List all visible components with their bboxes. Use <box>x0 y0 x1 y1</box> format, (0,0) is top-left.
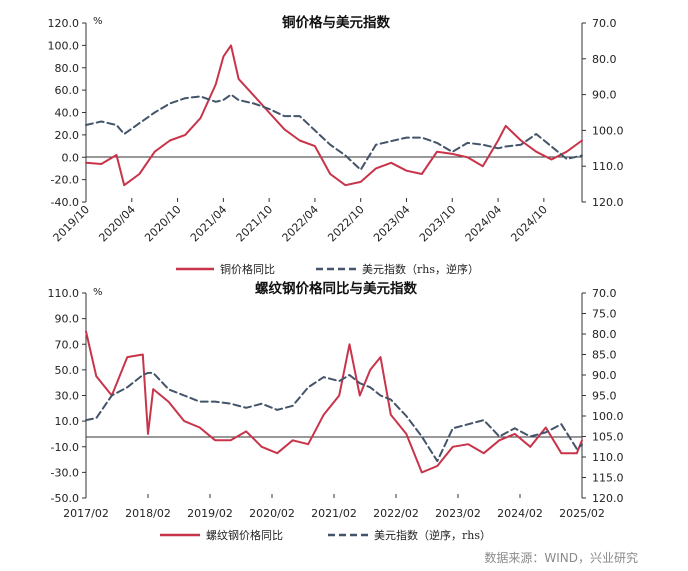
y2-tick-label: 85.0 <box>592 349 617 362</box>
series-line-usd-index <box>85 93 583 171</box>
chart-2-legend: 螺纹钢价格同比 美元指数（逆序，rhs） <box>160 528 491 542</box>
y2-tick-label: 95.0 <box>592 390 617 403</box>
legend-label-usd-index-1: 美元指数（rhs，逆序） <box>362 262 479 276</box>
y-tick-label: 100.0 <box>48 39 80 52</box>
y-tick-label: 10.0 <box>55 415 80 428</box>
y2-tick-label: 70.0 <box>592 287 617 300</box>
y2-tick-label: 120.0 <box>592 196 624 209</box>
y-tick-label: -20.0 <box>51 174 79 187</box>
y2-tick-label: 110.0 <box>592 451 624 464</box>
x-tick-label: 2022/02 <box>373 507 419 520</box>
series-line-price-yoy <box>85 44 583 187</box>
chart-1-x-ticks: 2019/10 2020/04 2020/10 2021/04 2021/10 2022/… <box>51 198 550 244</box>
y-tick-label: -10.0 <box>51 441 79 454</box>
chart-2-y-ticks: 110.0 90.0 70.0 50.0 30.0 10.0 -10.0 -30.0 -50.0 <box>48 287 86 505</box>
chart-1-y2-ticks: 70.0 80.0 90.0 100.0 110.0 120.0 <box>582 17 624 209</box>
chart-2: 螺纹钢价格同比与美元指数 % 110.0 90.0 70.0 50.0 30.0 10.0… <box>48 280 624 542</box>
x-tick-label: 2020/02 <box>249 507 295 520</box>
y-tick-label: 0.0 <box>62 151 80 164</box>
y-tick-label: 110.0 <box>48 287 80 300</box>
x-tick-label: 2024/02 <box>497 507 543 520</box>
y-tick-label: 90.0 <box>55 313 80 326</box>
x-tick-label: 2021/04 <box>188 203 230 245</box>
legend-label-rebar-yoy: 螺纹钢价格同比 <box>206 528 283 542</box>
y2-tick-label: 100.0 <box>592 124 624 137</box>
chart-1-title: 铜价格与美元指数 <box>282 14 390 31</box>
x-tick-label: 2020/10 <box>142 203 184 245</box>
chart-1-y-unit: % <box>93 16 103 27</box>
x-tick-label: 2020/04 <box>96 203 138 245</box>
chart-1-y-ticks: 120.0 100.0 80.0 60.0 40.0 20.0 0.0 -20.0 -40.0 <box>48 17 86 209</box>
x-tick-label: 2021/10 <box>234 203 276 245</box>
y2-tick-label: 75.0 <box>592 308 617 321</box>
x-tick-label: 2018/02 <box>125 507 171 520</box>
y2-tick-label: 90.0 <box>592 89 617 102</box>
y-tick-label: 20.0 <box>55 129 80 142</box>
y-tick-label: 40.0 <box>55 107 80 120</box>
x-tick-label: 2022/10 <box>325 203 367 245</box>
y-tick-label: -50.0 <box>51 492 79 505</box>
x-tick-label: 2025/02 <box>559 507 605 520</box>
legend-label-copy-yoy: 铜价格同比 <box>220 262 275 276</box>
y-tick-label: 80.0 <box>55 62 80 75</box>
y2-tick-label: 115.0 <box>592 472 624 485</box>
x-tick-label: 2023/10 <box>417 203 459 245</box>
x-tick-label: 2024/10 <box>508 203 550 245</box>
y-tick-label: 120.0 <box>48 17 80 30</box>
y2-tick-label: 110.0 <box>592 160 624 173</box>
y2-tick-label: 105.0 <box>592 431 624 444</box>
x-tick-label: 2019/02 <box>187 507 233 520</box>
x-tick-label: 2022/04 <box>280 203 322 245</box>
y2-tick-label: 120.0 <box>592 492 624 505</box>
x-tick-label: 2019/10 <box>51 203 93 245</box>
y-tick-label: 60.0 <box>55 84 80 97</box>
series-line-price-yoy <box>85 330 583 474</box>
chart-2-y2-ticks: 70.0 75.0 80.0 85.0 90.0 95.0 100.0 105.0 110.0 1… <box>582 287 624 505</box>
y-tick-label: 50.0 <box>55 364 80 377</box>
y-tick-label: 70.0 <box>55 338 80 351</box>
x-tick-label: 2024/04 <box>463 203 505 245</box>
legend-label-usd-index-2: 美元指数（逆序，rhs） <box>374 528 491 542</box>
y2-tick-label: 80.0 <box>592 53 617 66</box>
y-tick-label: 30.0 <box>55 390 80 403</box>
y2-tick-label: 100.0 <box>592 410 624 423</box>
x-tick-label: 2023/04 <box>371 203 413 245</box>
chart-1: 铜价格与美元指数 % 120.0 100.0 80.0 60.0 40.0 20.0 0.0… <box>48 14 624 276</box>
x-tick-label: 2017/02 <box>63 507 109 520</box>
y2-tick-label: 90.0 <box>592 369 617 382</box>
y2-tick-label: 80.0 <box>592 328 617 341</box>
y-tick-label: -40.0 <box>51 196 79 209</box>
chart-1-legend: 铜价格同比 美元指数（rhs，逆序） <box>176 262 479 276</box>
chart-2-x-ticks: 2017/02 2018/02 2019/02 2020/02 2021/02 2022/… <box>63 494 605 520</box>
x-tick-label: 2023/02 <box>435 507 481 520</box>
series-line-usd-index <box>85 371 583 463</box>
chart-2-series <box>85 330 583 474</box>
y-tick-label: -30.0 <box>51 466 79 479</box>
chart-2-title: 螺纹钢价格同比与美元指数 <box>255 280 417 297</box>
x-tick-label: 2021/02 <box>311 507 357 520</box>
chart-1-series <box>85 44 583 187</box>
chart-2-y-unit: % <box>93 287 103 298</box>
y2-tick-label: 70.0 <box>592 17 617 30</box>
source-note: 数据来源：WIND，兴业研究 <box>484 550 638 565</box>
